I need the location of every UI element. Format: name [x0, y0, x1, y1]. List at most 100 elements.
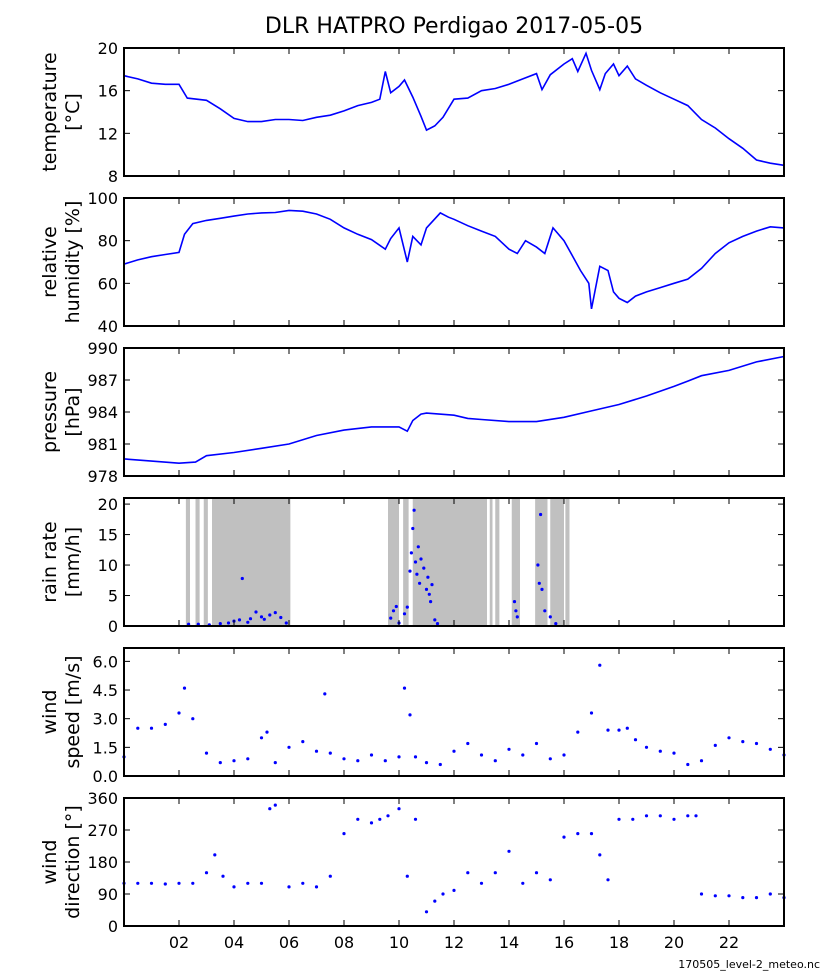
rain_rate-data-point — [391, 609, 396, 613]
wind_direction-data-point — [213, 853, 217, 857]
y-tick-label: 987 — [87, 371, 118, 390]
rain_rate-y-axis-label: [mm/h] — [62, 527, 84, 597]
rain_rate-data-point — [543, 609, 547, 613]
temperature-axes-frame — [123, 47, 785, 177]
wind_speed-data-point — [466, 741, 470, 746]
rain_rate-data-point — [426, 575, 430, 579]
wind_direction-data-point — [232, 885, 236, 889]
wind_direction-data-point — [658, 814, 662, 818]
rain_rate-data-point — [412, 508, 416, 512]
wind_direction-data-point — [686, 814, 690, 818]
wind_direction-data-point — [768, 892, 772, 896]
wind_direction-data-point — [727, 894, 731, 898]
pressure-axes-frame — [123, 347, 785, 477]
rain_rate-data-point — [422, 566, 426, 570]
rain_rate-data-point — [408, 569, 412, 573]
rain-period-band — [403, 498, 409, 626]
wind_speed-data-point — [328, 751, 332, 755]
wind_direction-data-point — [191, 881, 195, 885]
wind_direction-data-point — [589, 832, 594, 836]
x-tick-label: 02 — [169, 933, 189, 952]
wind_direction-data-point — [221, 874, 225, 878]
wind_direction-data-point — [177, 881, 181, 885]
wind_speed-data-point — [713, 743, 717, 748]
y-tick-label: 981 — [87, 435, 118, 454]
y-tick-label: 60 — [98, 274, 118, 293]
wind_speed-data-point — [658, 749, 662, 753]
wind_speed-panel: 0.0 1.5 3.0 4.5 6.0 wind speed [m/s] — [39, 647, 786, 786]
y-tick-label: 8 — [108, 167, 118, 186]
wind_speed-data-point — [452, 749, 456, 753]
wind_direction-data-point — [136, 881, 140, 885]
wind_direction-data-point — [606, 878, 610, 882]
rain_rate-data-point — [416, 545, 420, 549]
y-tick-label: 100 — [87, 189, 118, 208]
wind_direction-data-point — [534, 871, 539, 875]
wind_direction-data-point — [424, 910, 429, 914]
rain_rate-data-point — [246, 620, 250, 624]
wind_direction-data-point — [163, 882, 167, 886]
wind_direction-data-point — [356, 817, 360, 821]
wind_speed-axes-frame — [123, 647, 785, 777]
rain_rate-data-point — [424, 587, 429, 592]
rain_rate-panel: 0 5 10 15 20 rain rate [mm/h] — [39, 495, 785, 636]
wind_direction-data-point — [548, 878, 552, 882]
wind_speed-data-point — [177, 711, 181, 715]
wind_speed-data-point — [397, 755, 401, 759]
y-tick-label: 16 — [98, 82, 118, 101]
wind_speed-data-point — [287, 745, 291, 749]
rain_rate-data-point — [536, 563, 540, 567]
rain-period-band — [195, 498, 200, 626]
wind_direction-data-point — [369, 821, 374, 825]
y-tick-label: 180 — [87, 853, 118, 872]
wind_direction-data-point — [386, 814, 390, 818]
wind_speed-data-point — [232, 759, 236, 763]
y-tick-label: 5 — [108, 587, 118, 606]
rain_rate-data-point — [418, 581, 422, 585]
temperature-panel: 8 12 16 20 temperature [°C] — [39, 39, 785, 186]
wind_direction-data-point — [617, 817, 621, 821]
rain_rate-data-point — [411, 526, 415, 531]
y-tick-label: 0.0 — [93, 767, 118, 786]
x-tick-label: 20 — [664, 933, 684, 952]
y-tick-label: 10 — [98, 556, 118, 575]
wind_speed-data-point — [273, 761, 277, 765]
wind_speed-data-point — [163, 722, 167, 727]
wind_direction-data-point — [507, 849, 511, 853]
rain_rate-data-point — [430, 583, 434, 587]
y-tick-label: 270 — [87, 821, 118, 840]
rain-period-band — [511, 498, 520, 626]
y-tick-label: 40 — [98, 317, 118, 336]
wind_direction-data-point — [672, 817, 676, 821]
y-tick-label: 15 — [98, 526, 118, 545]
rain_rate-data-point — [427, 592, 431, 596]
rain_rate-data-point — [218, 622, 222, 626]
rain-period-band — [495, 498, 500, 626]
x-tick-label: 08 — [334, 933, 354, 952]
wind_speed-data-point — [323, 692, 327, 696]
y-tick-label: 978 — [87, 467, 118, 486]
wind_speed-data-point — [644, 745, 649, 749]
wind_direction-data-point — [694, 814, 698, 818]
wind_direction-data-point — [268, 807, 272, 811]
pressure-panel: 978 981 984 987 990 pressure [hPa] — [39, 339, 785, 486]
y-tick-label: 6.0 — [93, 652, 118, 671]
wind_direction-data-point — [405, 874, 409, 878]
wind_speed-data-point — [625, 726, 629, 730]
wind_speed-data-point — [383, 759, 387, 763]
x-tick-label: 10 — [389, 933, 409, 952]
wind_speed-data-point — [424, 761, 429, 765]
wind_direction-y-axis-label: direction [°] — [62, 805, 84, 919]
x-tick-label: 12 — [444, 933, 464, 952]
y-tick-label: 20 — [98, 39, 118, 58]
wind_direction-data-point — [378, 817, 382, 821]
wind_speed-data-point — [562, 753, 566, 757]
wind_direction-data-point — [314, 885, 319, 889]
wind_speed-data-point — [576, 730, 580, 734]
y-tick-label: 0 — [108, 617, 118, 636]
wind_speed-data-point — [507, 747, 511, 751]
rain_rate-data-point — [402, 612, 407, 616]
wind_speed-data-point — [534, 741, 539, 746]
rain_rate-data-point — [515, 615, 519, 619]
wind_speed-data-point — [259, 736, 264, 740]
